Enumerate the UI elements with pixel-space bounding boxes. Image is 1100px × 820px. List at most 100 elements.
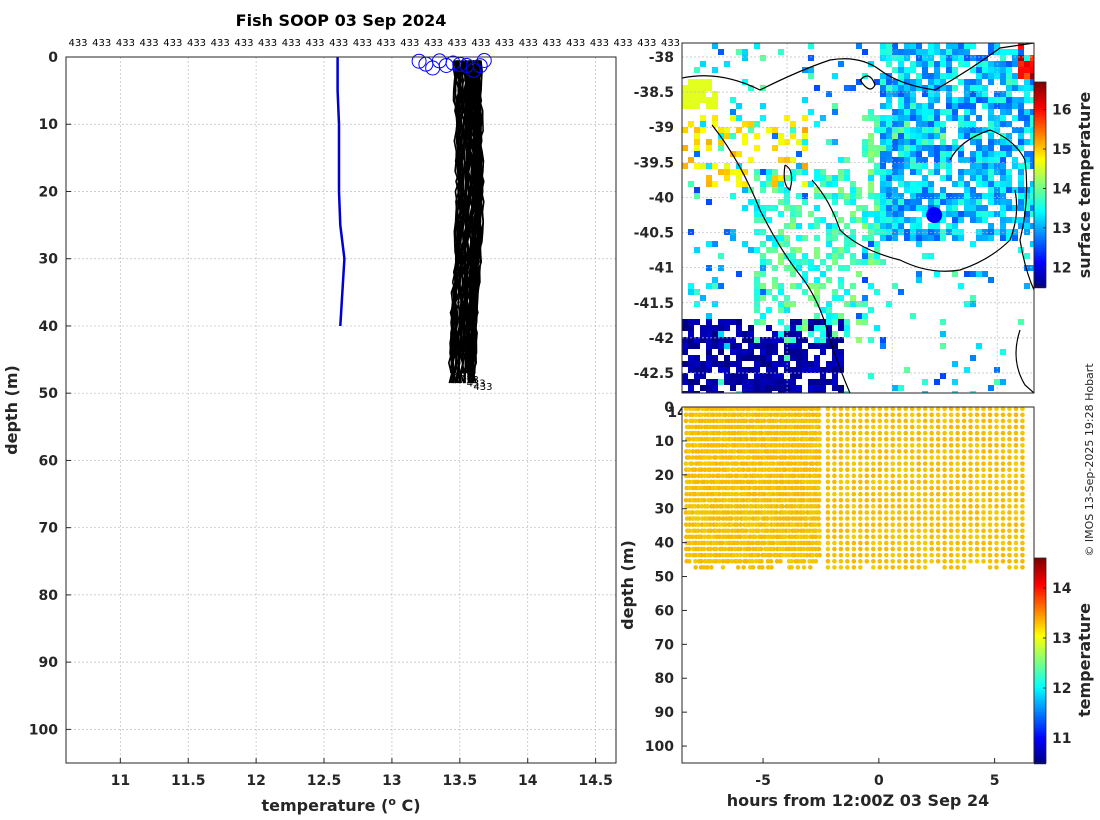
timedepth-point [864,540,870,546]
temperature-colorbar-step [1034,716,1046,719]
sst-cell [922,103,928,109]
timedepth-point [909,510,915,515]
timedepth-point [903,510,909,515]
sst-cell [760,115,766,121]
sst-cell [1006,121,1012,127]
timedepth-point [858,473,863,479]
sst-cell [916,163,922,169]
sst-cell [988,61,994,67]
sst-cell [742,55,748,61]
sst-cell [868,109,874,115]
sst-cell [784,235,790,241]
sst-cell [910,163,916,169]
timedepth-point [896,449,902,454]
timedepth-point [731,406,737,411]
sst-cell [1012,79,1018,85]
sst-cell [892,163,898,169]
sst-cell [910,109,916,115]
timedepth-point [987,479,993,485]
sst-cell [724,325,730,331]
timedepth-point [732,430,738,436]
timedepth-point [729,473,734,479]
timedepth-point [922,522,928,527]
timedepth-point [974,406,980,411]
temperature-colorbar-step [1034,590,1046,593]
sst-colorbar-step [1034,116,1046,119]
timedepth-point [816,418,822,424]
sst-cell [790,373,796,379]
timedepth-point [961,540,967,546]
timedepth-point [909,418,915,424]
sst-cell [964,205,970,211]
sst-cell [742,241,748,247]
sst-cell [694,97,700,103]
sst-cell [868,145,874,151]
sst-cell [730,97,736,103]
sst-cell [910,103,916,109]
sst-cell [820,175,826,181]
sst-cell [838,217,844,223]
sst-cell [970,103,976,109]
timedepth-point [987,528,993,534]
sst-cell [892,199,898,205]
profile-bottom-label: 433 [473,382,492,393]
timedepth-point [1013,552,1019,558]
sst-cell [892,133,898,139]
timedepth-point [981,558,986,564]
sst-cell [790,379,796,385]
timedepth-point [948,479,954,485]
timedepth-point [851,497,857,503]
timedepth-point [722,479,728,485]
sst-cell [976,205,982,211]
sst-cell [790,343,796,349]
sst-cell [790,391,796,393]
sst-cell [970,187,976,193]
sst-cell [928,133,934,139]
timedepth-point [948,449,954,454]
sst-cell [886,229,892,235]
sst-cell [880,127,886,133]
sst-cell [742,181,748,187]
sst-cell [820,391,826,393]
sst-cell [754,367,760,373]
timedepth-point [762,436,767,442]
timedepth-point [765,406,771,411]
sst-cell [1024,73,1030,79]
sst-cell [760,373,766,379]
timedepth-point [723,436,728,442]
sst-cell [814,319,820,325]
timedepth-point [726,443,731,448]
sst-cell [706,391,712,393]
sst-cell [1000,91,1006,97]
temperature-colorbar-step [1034,690,1046,693]
timedepth-point [877,522,883,527]
black-profile-line [453,60,467,374]
sst-cell [736,115,742,121]
sst-cell [880,157,886,163]
sst-cell [922,205,928,211]
timedepth-point [1007,473,1012,479]
timedepth-point [981,424,986,430]
timedepth-point [734,473,740,479]
profile-y-tick-label: 50 [39,386,59,402]
map-lat-tick-label: -38 [649,50,674,66]
sst-colorbar-step [1034,238,1046,241]
sst-cell [724,343,730,349]
sst-cell [1000,175,1006,181]
sst-cell [760,211,766,217]
timedepth-point [851,491,857,497]
sst-cell [706,325,712,331]
timedepth-point [1000,424,1006,430]
timedepth-point [705,540,710,546]
sst-cell [808,67,814,73]
sst-cell [760,253,766,259]
timedepth-point [768,479,773,485]
sst-cell [1024,55,1030,61]
timedepth-point [981,467,986,473]
timedepth-point [883,412,889,418]
sst-cell [1006,145,1012,151]
timedepth-point [987,455,993,460]
timedepth-point [810,424,815,430]
timedepth-point [870,424,876,430]
sst-cell [868,283,874,289]
